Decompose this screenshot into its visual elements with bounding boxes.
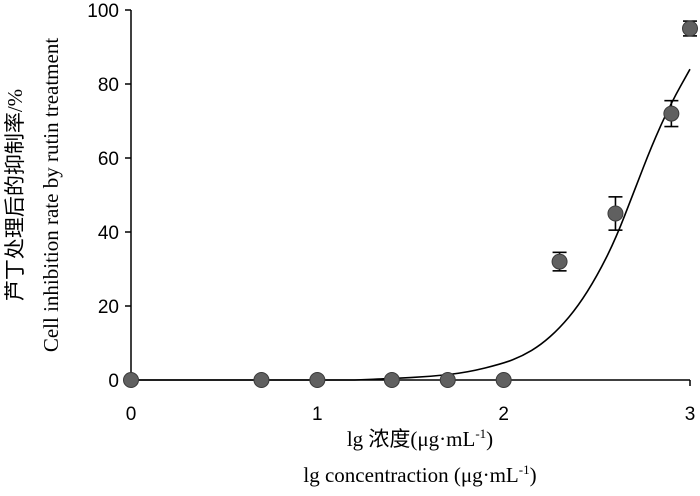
x-tick-label: 1	[312, 404, 323, 425]
x-axis-label-en-text: lg concentraction (μg·mL	[303, 463, 518, 487]
y-tick-label: 0	[108, 371, 119, 392]
y-tick-label: 80	[98, 75, 119, 96]
y-tick-label: 100	[87, 1, 119, 22]
data-point	[309, 372, 326, 388]
x-tick-label: 3	[685, 404, 696, 425]
data-point	[551, 253, 568, 270]
fit-curve-layer	[131, 68, 691, 381]
data-point	[607, 205, 624, 222]
data-point	[253, 372, 270, 388]
axes	[130, 10, 690, 381]
data-point	[495, 372, 512, 388]
x-axis-label-en-close: )	[530, 463, 537, 487]
y-axis-label-cn: 芦丁处理后的抑制率/%	[3, 89, 27, 301]
data-point	[663, 105, 680, 122]
x-axis-label-cn-close: )	[486, 427, 493, 451]
x-tick-label: 0	[126, 404, 137, 425]
x-axis-label-en-unit-sup: -1	[519, 462, 530, 477]
x-axis-label-cn-text: lg 浓度(μg·mL	[347, 427, 476, 451]
y-axis-label-en: Cell inhibition rate by rutin treatment	[39, 38, 63, 353]
data-point	[383, 372, 400, 388]
x-axis-label-cn: lg 浓度(μg·mL-1)	[347, 426, 493, 451]
x-tick-label: 2	[498, 404, 509, 425]
data-point	[682, 20, 698, 37]
data-point	[439, 372, 456, 388]
data-point	[123, 372, 139, 388]
data-points-layer	[123, 20, 698, 388]
x-axis-label-cn-unit-sup: -1	[475, 426, 486, 441]
ticks: 0 1 2 3 0 20 40 60 80 100	[87, 1, 695, 425]
y-tick-label: 20	[98, 297, 119, 318]
x-axis-label-en: lg concentraction (μg·mL-1)	[303, 462, 536, 487]
y-tick-label: 60	[98, 149, 119, 170]
y-tick-label: 40	[98, 223, 119, 244]
fit-curve	[131, 68, 691, 381]
